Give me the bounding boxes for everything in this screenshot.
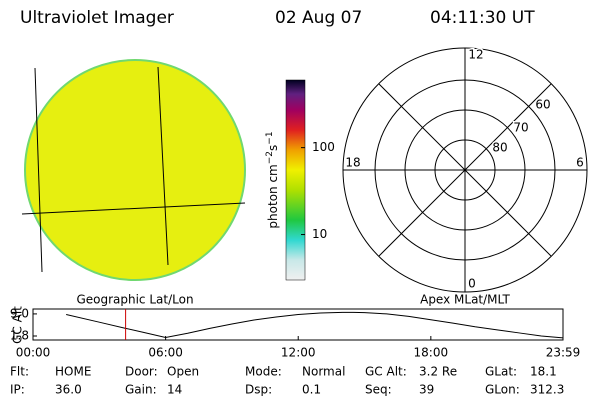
- y-tick-label: 1.8: [10, 329, 29, 343]
- status-label: Door:: [125, 365, 158, 379]
- status-value: HOME: [55, 365, 91, 379]
- status-value: 0.1: [302, 383, 321, 397]
- status-value: 39: [419, 383, 434, 397]
- x-tick-label: 18:00: [414, 346, 449, 360]
- status-label: IP:: [10, 383, 25, 397]
- status-value: Open: [167, 365, 199, 379]
- date: 02 Aug 07: [275, 8, 362, 28]
- status-value: 3.2 Re: [419, 365, 457, 379]
- x-tick-label: 23:59: [546, 346, 581, 360]
- image-label: Apex MLat/MLT: [420, 293, 510, 307]
- status-panel: Flt: HOME Door: Open Mode: Normal GC Alt: 3.2 R…: [10, 365, 564, 397]
- colorbar-tick-label: 100: [312, 140, 335, 154]
- status-label: Mode:: [245, 365, 282, 379]
- mlt-label: 18: [345, 156, 360, 170]
- altitude-frame: [32, 308, 564, 341]
- disk: [24, 59, 246, 281]
- altitude-plot: 00:00 06:00 12:00 18:00 23:59 9.0 1.8: [10, 306, 580, 359]
- mlt-label: 12: [468, 48, 483, 62]
- status-value: Normal: [302, 365, 345, 379]
- status-value: 14: [167, 383, 182, 397]
- mlt-label: 6: [576, 156, 584, 170]
- image-label: Geographic Lat/Lon: [76, 293, 193, 307]
- status-label: GLon:: [485, 383, 520, 397]
- status-value: 312.3: [530, 383, 564, 397]
- y-tick-label: 9.0: [10, 306, 29, 320]
- status-label: Flt:: [10, 365, 29, 379]
- colorbar: [285, 79, 306, 281]
- longitude-line: [157, 66, 169, 266]
- latitude-line: [21, 202, 246, 215]
- status-label: Dsp:: [245, 383, 272, 397]
- longitude-line: [34, 67, 43, 273]
- lat-label: 70: [513, 121, 528, 135]
- colorbar-label: photon cm−2s−1: [265, 131, 280, 228]
- title: Ultraviolet Imager: [20, 8, 174, 28]
- label-exp: −1: [265, 131, 275, 144]
- x-tick-label: 12:00: [281, 346, 316, 360]
- polar-grid: [342, 47, 588, 293]
- status-value: 18.1: [530, 365, 557, 379]
- time: 04:11:30 UT: [430, 8, 535, 28]
- colorbar-tick-label: 10: [312, 227, 327, 241]
- status-label: GLat:: [485, 365, 517, 379]
- label-part: s: [266, 145, 280, 151]
- label-part: photon cm: [266, 164, 280, 228]
- status-label: Gain:: [125, 383, 157, 397]
- label-exp: −2: [265, 151, 275, 164]
- status-value: 36.0: [55, 383, 82, 397]
- colorbar-ticks: 10 100: [301, 140, 335, 241]
- status-label: Seq:: [365, 383, 392, 397]
- status-label: GC Alt:: [365, 365, 407, 379]
- lat-label: 60: [535, 98, 550, 112]
- lat-label: 80: [492, 141, 507, 155]
- y-axis-label: GC Alt: [11, 306, 25, 344]
- altitude-line: [66, 311, 564, 339]
- x-tick-label: 00:00: [16, 346, 51, 360]
- earth-image: [21, 59, 246, 281]
- x-tick-label: 06:00: [148, 346, 183, 360]
- mlt-label: 0: [468, 277, 476, 291]
